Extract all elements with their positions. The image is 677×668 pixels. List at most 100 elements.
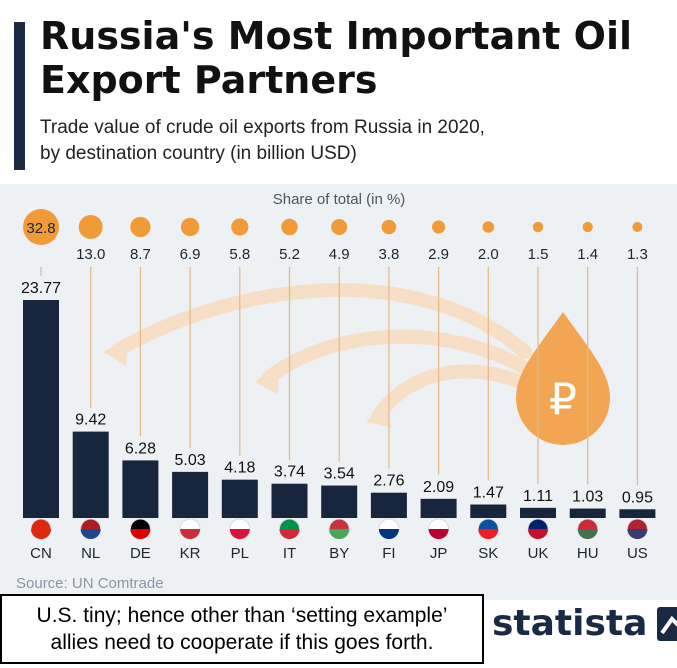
share-label-us: 1.3 — [627, 246, 648, 263]
bars: 23.77 9.42 6.28 5.03 4.18 3.74 3.54 2.76 2.09 1.4… — [21, 280, 656, 518]
logo-text: statista — [492, 603, 648, 644]
flag-uk-icon — [527, 518, 549, 540]
ruble-drop-icon: ₽ — [516, 312, 610, 445]
oil-drop-shape — [516, 312, 610, 445]
category-label-pl: PL — [231, 545, 249, 562]
share-bubble-fi — [381, 219, 397, 235]
bar-jp — [420, 498, 457, 518]
arrow-head-2 — [255, 364, 278, 394]
category-label-de: DE — [130, 545, 151, 562]
category-label-us: US — [627, 545, 648, 562]
value-label-it: 3.74 — [274, 464, 305, 481]
arrow-curve-3 — [371, 364, 532, 423]
flag-fi-icon — [378, 518, 400, 540]
category-label-jp: JP — [430, 545, 448, 562]
statista-logo-icon — [657, 606, 677, 641]
flag-jp-icon — [428, 518, 450, 540]
flag-nl-icon — [80, 518, 102, 540]
share-label-pl: 5.8 — [229, 246, 250, 263]
share-bubble-uk — [532, 221, 544, 233]
bar-pl — [221, 479, 258, 518]
value-label-kr: 5.03 — [175, 452, 206, 469]
flag-by-icon — [328, 518, 350, 540]
share-bubble-it — [281, 218, 298, 236]
share-label-fi: 3.8 — [378, 246, 399, 263]
category-label-by: BY — [329, 545, 349, 562]
share-bubble-jp — [432, 220, 446, 234]
flag-de-icon — [129, 518, 151, 540]
flag-sk-icon — [477, 518, 499, 540]
share-bubble-cn — [23, 209, 59, 245]
value-label-fi: 2.76 — [373, 473, 404, 490]
share-label-sk: 2.0 — [478, 246, 499, 263]
bar-de — [122, 460, 159, 518]
bar-chart: ₽ Share of total (in %) 32.8 13.0 8.7 6.9 5.… — [21, 191, 656, 562]
annotation-box: U.S. tiny; hence other than ‘setting exa… — [0, 594, 484, 664]
share-bubble-hu — [582, 221, 593, 233]
subtitle-line-1: Trade value of crude oil exports from Ru… — [40, 117, 485, 138]
share-label-it: 5.2 — [279, 246, 300, 263]
chart-subtitle: Trade value of crude oil exports from Ru… — [40, 115, 660, 167]
annotation-line-2: allies need to cooperate if this goes fo… — [50, 631, 434, 654]
value-label-pl: 4.18 — [224, 460, 255, 477]
statista-logo[interactable]: statista — [492, 603, 677, 644]
bar-kr — [172, 471, 209, 518]
subtitle-line-2: by destination country (in billion USD) — [40, 143, 357, 164]
share-axis-label: Share of total (in %) — [273, 191, 406, 208]
value-label-hu: 1.03 — [572, 489, 603, 506]
share-label-uk: 1.5 — [528, 246, 549, 263]
arrow-curve-1 — [111, 283, 532, 359]
arrow-decorations — [104, 283, 532, 428]
flag-us-icon — [626, 518, 648, 540]
share-label-de: 8.7 — [130, 246, 151, 263]
value-label-jp: 2.09 — [423, 479, 454, 496]
chart-title: Russia's Most Important Oil Export Partn… — [40, 14, 660, 102]
share-bubble-by — [331, 218, 348, 236]
category-label-kr: KR — [180, 545, 201, 562]
flag-icons: CN NL DE KR PL IT BY FI JP SK UK HU US — [30, 518, 648, 562]
value-label-cn: 23.77 — [21, 280, 61, 297]
category-label-sk: SK — [478, 545, 498, 562]
category-label-nl: NL — [81, 545, 100, 562]
source-note: Source: UN Comtrade — [16, 575, 164, 592]
bar-hu — [569, 508, 606, 518]
arrow-curve-2 — [261, 329, 532, 385]
share-bubble-kr — [180, 217, 200, 237]
title-accent-bar — [14, 22, 25, 170]
category-label-fi: FI — [382, 545, 395, 562]
share-label-kr: 6.9 — [180, 246, 201, 263]
value-label-de: 6.28 — [125, 440, 156, 457]
ruble-symbol: ₽ — [549, 374, 577, 425]
flag-hu-icon — [577, 518, 599, 540]
value-label-sk: 1.47 — [473, 485, 504, 502]
value-label-by: 3.54 — [324, 466, 355, 483]
share-label-cn: 32.8 — [26, 220, 55, 237]
bar-it — [271, 483, 308, 518]
annotation-line-1: U.S. tiny; hence other than ‘setting exa… — [36, 604, 448, 627]
bar-fi — [370, 492, 407, 518]
category-label-it: IT — [283, 545, 296, 562]
share-label-nl: 13.0 — [76, 246, 105, 263]
arrow-head-3 — [366, 402, 392, 428]
chart-header: Russia's Most Important Oil Export Partn… — [0, 0, 677, 184]
share-label-hu: 1.4 — [577, 246, 598, 263]
category-label-cn: CN — [30, 545, 52, 562]
category-label-hu: HU — [577, 545, 599, 562]
flag-kr-icon — [179, 518, 201, 540]
title-line-1: Russia's Most Important Oil — [40, 14, 633, 58]
share-label-by: 4.9 — [329, 246, 350, 263]
category-label-uk: UK — [528, 545, 549, 562]
share-bubbles: 32.8 13.0 8.7 6.9 5.8 5.2 4.9 3.8 2.9 2.0 1.5 1.4 1.… — [23, 209, 648, 263]
value-label-us: 0.95 — [622, 489, 653, 506]
share-bubble-pl — [231, 218, 249, 236]
share-bubble-us — [632, 222, 643, 232]
connector-lines — [40, 267, 639, 486]
bar-by — [321, 485, 358, 518]
flag-cn-icon — [30, 518, 52, 540]
share-label-jp: 2.9 — [428, 246, 449, 263]
title-line-2: Export Partners — [40, 58, 378, 102]
bar-sk — [470, 504, 507, 518]
flag-pl-icon — [229, 518, 251, 540]
bar-us — [619, 509, 656, 518]
share-bubble-nl — [78, 215, 103, 239]
